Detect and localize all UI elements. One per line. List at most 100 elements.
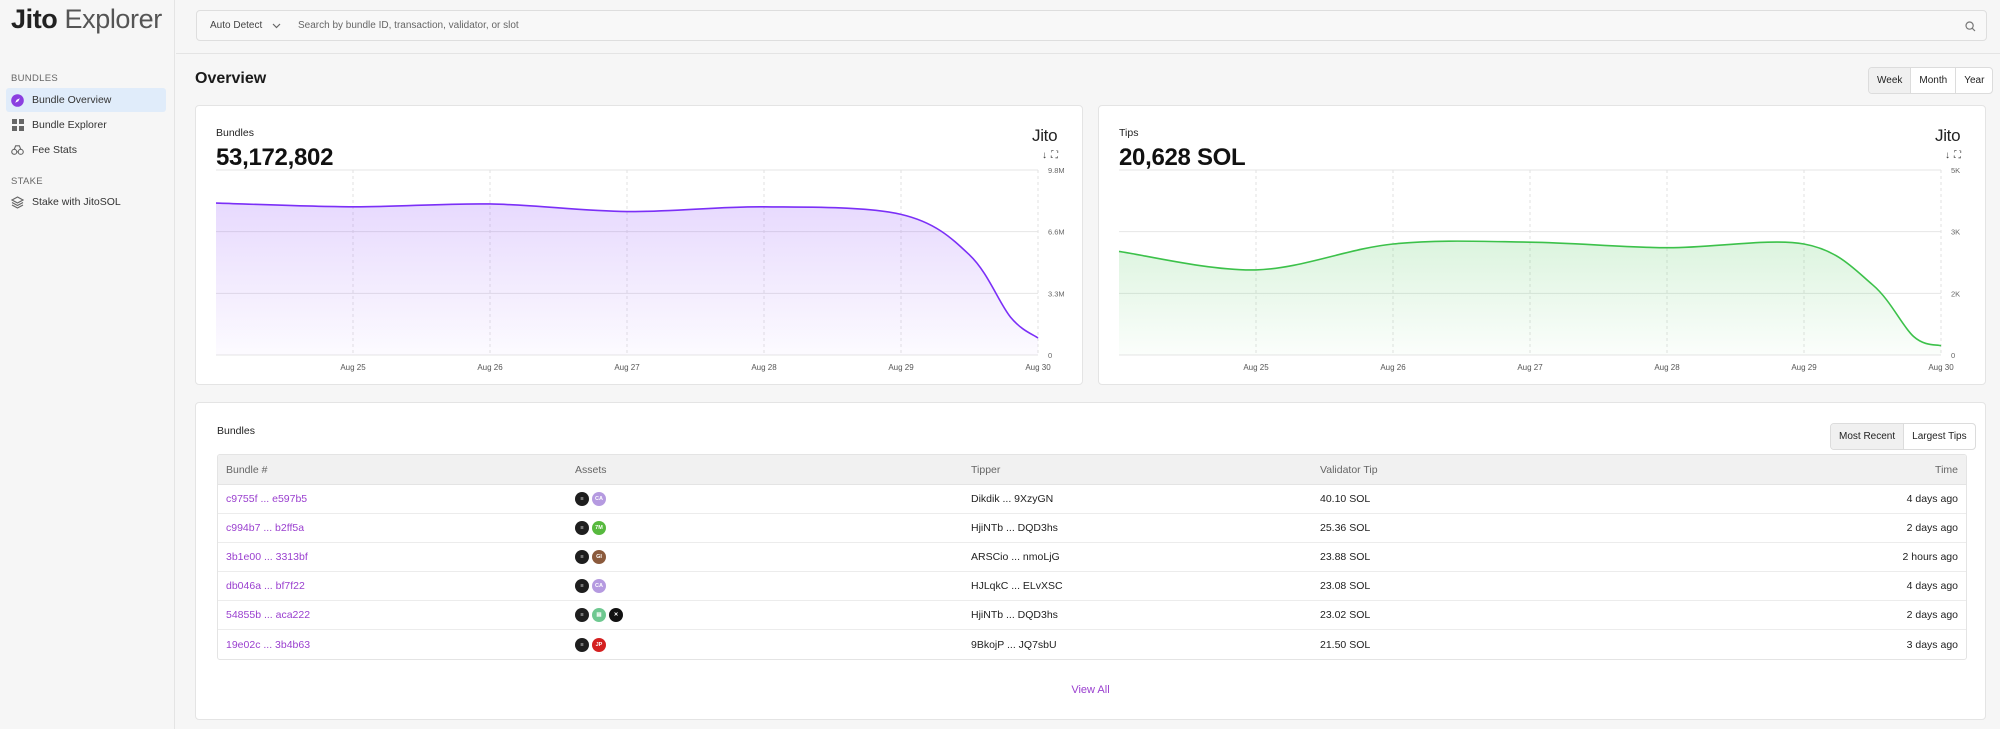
jito-brand-mark: Jito xyxy=(1935,126,1961,145)
series-line xyxy=(215,202,1039,339)
tipper-address: 9BkojP ... JQ7sbU xyxy=(971,638,1057,651)
validator-tip: 23.08 SOL xyxy=(1320,580,1371,592)
asset-icons: ≡ CA xyxy=(575,572,606,600)
sidebar-item-stake-jitosol[interactable]: Stake with JitoSOL xyxy=(6,190,166,214)
y-tick-label: 6.6M xyxy=(1048,228,1065,237)
data-point xyxy=(352,205,355,208)
data-point xyxy=(1666,246,1669,249)
data-point xyxy=(1803,243,1806,246)
data-point xyxy=(1118,250,1121,253)
range-year-button[interactable]: Year xyxy=(1955,68,1992,93)
bundles-table: Bundle # Assets Tipper Validator Tip Tim… xyxy=(217,454,1967,660)
series-area xyxy=(216,203,1038,355)
bundle-id-link[interactable]: 19e02c ... 3b4b63 xyxy=(226,638,311,651)
expand-icon[interactable]: ⛶ xyxy=(1954,150,1961,161)
sidebar-item-label: Bundle Overview xyxy=(32,94,112,106)
asset-icons: ≡ ▤ ✕ xyxy=(575,601,623,629)
search-input[interactable] xyxy=(298,16,1938,35)
bundle-id-link[interactable]: db046a ... bf7f22 xyxy=(226,580,305,592)
validator-tip: 25.36 SOL xyxy=(1320,522,1371,534)
sidebar-item-bundle-overview[interactable]: Bundle Overview xyxy=(6,88,166,112)
sort-most-recent-button[interactable]: Most Recent xyxy=(1831,424,1904,449)
range-selector: Week Month Year xyxy=(1868,67,1994,94)
data-point xyxy=(1871,283,1874,286)
chevron-down-icon xyxy=(272,21,281,31)
sidebar-item-label: Fee Stats xyxy=(32,144,77,156)
jito-explorer-logo[interactable]: Jito Explorer xyxy=(11,4,162,34)
y-tick-label: 5K xyxy=(1951,166,1960,175)
sidebar-item-bundle-explorer[interactable]: Bundle Explorer xyxy=(6,113,166,137)
validator-tip: 23.02 SOL xyxy=(1320,609,1371,621)
data-point xyxy=(1529,241,1532,244)
solana-token-icon: ≡ xyxy=(575,521,589,535)
table-row[interactable]: 3b1e00 ... 3313bf ≡ GI ARSCio ... nmoLjG… xyxy=(218,543,1966,572)
range-week-button[interactable]: Week xyxy=(1869,68,1911,93)
x-tick-label: Aug 29 xyxy=(1791,363,1817,372)
data-point xyxy=(900,213,903,216)
bundle-id-link[interactable]: c994b7 ... b2ff5a xyxy=(226,522,305,534)
token-icon: 7M xyxy=(592,521,606,535)
tipper-address: HjiNTb ... DQD3hs xyxy=(971,522,1058,534)
sidebar: Jito Explorer BUNDLES Bundle Overview Bu… xyxy=(0,0,175,729)
y-tick-label: 9.8M xyxy=(1048,166,1065,175)
solana-token-icon: ≡ xyxy=(575,550,589,564)
asset-icons: ≡ CA xyxy=(575,485,606,513)
expand-icon[interactable]: ⛶ xyxy=(1051,150,1058,161)
sidebar-item-label: Stake with JitoSOL xyxy=(32,196,121,208)
bundle-id-link[interactable]: 54855b ... aca222 xyxy=(226,609,311,621)
time-ago: 3 days ago xyxy=(1906,638,1958,651)
search-mode-label: Auto Detect xyxy=(210,20,263,31)
token-icon: ✕ xyxy=(609,608,623,622)
solana-token-icon: ≡ xyxy=(575,492,589,506)
column-header-bundle: Bundle # xyxy=(226,463,268,476)
bundle-id-link[interactable]: c9755f ... e597b5 xyxy=(226,493,308,505)
time-ago: 2 days ago xyxy=(1906,609,1958,621)
range-month-button[interactable]: Month xyxy=(1910,68,1955,93)
search-icon[interactable] xyxy=(1965,19,1976,37)
data-point xyxy=(215,202,218,205)
data-point xyxy=(1255,268,1258,271)
sidebar-item-fee-stats[interactable]: Fee Stats xyxy=(6,138,166,162)
x-tick-label: Aug 25 xyxy=(1243,363,1269,372)
x-tick-label: Aug 27 xyxy=(614,363,640,372)
asset-icons: ≡ JP xyxy=(575,630,606,659)
bundles-total-value: 53,172,802 xyxy=(216,144,334,171)
tipper-address: ARSCio ... nmoLjG xyxy=(971,551,1060,563)
download-icon[interactable]: ↓ xyxy=(1042,150,1047,161)
search-mode-select[interactable]: Auto Detect xyxy=(210,11,281,40)
table-header: Bundle # Assets Tipper Validator Tip Tim… xyxy=(218,455,1966,485)
series-area xyxy=(1119,241,1941,355)
tips-card-label: Tips xyxy=(1119,127,1139,139)
table-row[interactable]: 54855b ... aca222 ≡ ▤ ✕ HjiNTb ... DQD3h… xyxy=(218,601,1966,630)
download-icon[interactable]: ↓ xyxy=(1945,150,1950,161)
tipper-address: HjiNTb ... DQD3hs xyxy=(971,609,1058,621)
column-header-time: Time xyxy=(1935,463,1958,476)
validator-tip: 40.10 SOL xyxy=(1320,493,1371,505)
sort-largest-tips-button[interactable]: Largest Tips xyxy=(1903,424,1974,449)
validator-tip: 21.50 SOL xyxy=(1320,638,1371,651)
validator-tip: 23.88 SOL xyxy=(1320,551,1371,563)
binoculars-icon xyxy=(11,144,24,157)
table-row[interactable]: 19e02c ... 3b4b63 ≡ JP 9BkojP ... JQ7sbU… xyxy=(218,630,1966,659)
token-icon: CA xyxy=(592,579,606,593)
bundle-id-link[interactable]: 3b1e00 ... 3313bf xyxy=(226,551,308,563)
token-icon: GI xyxy=(592,550,606,564)
view-all-link[interactable]: View All xyxy=(1071,684,1110,696)
asset-icons: ≡ GI xyxy=(575,543,606,571)
data-point xyxy=(1912,335,1915,338)
y-tick-label: 0 xyxy=(1951,351,1955,360)
section-label-bundles: BUNDLES xyxy=(11,73,58,84)
tips-area-chart: 0 2K 3K 5K Aug 25 Aug 26 Aug 27 Aug 28 Aug 29 Aug… xyxy=(1118,166,1960,372)
y-tick-label: 0 xyxy=(1048,351,1052,360)
asset-icons: ≡ 7M xyxy=(575,514,606,542)
compass-icon xyxy=(11,93,24,107)
search-bar: Auto Detect xyxy=(196,10,1987,41)
table-row[interactable]: db046a ... bf7f22 ≡ CA HJLqkC ... ELvXSC… xyxy=(218,572,1966,601)
series-line xyxy=(1118,240,1942,347)
solana-token-icon: ≡ xyxy=(575,579,589,593)
table-row[interactable]: c9755f ... e597b5 ≡ CA Dikdik ... 9XzyGN… xyxy=(218,485,1966,514)
section-label-stake: STAKE xyxy=(11,176,43,187)
data-point xyxy=(1940,344,1943,347)
table-row[interactable]: c994b7 ... b2ff5a ≡ 7M HjiNTb ... DQD3hs… xyxy=(218,514,1966,543)
y-tick-label: 2K xyxy=(1951,289,1960,298)
